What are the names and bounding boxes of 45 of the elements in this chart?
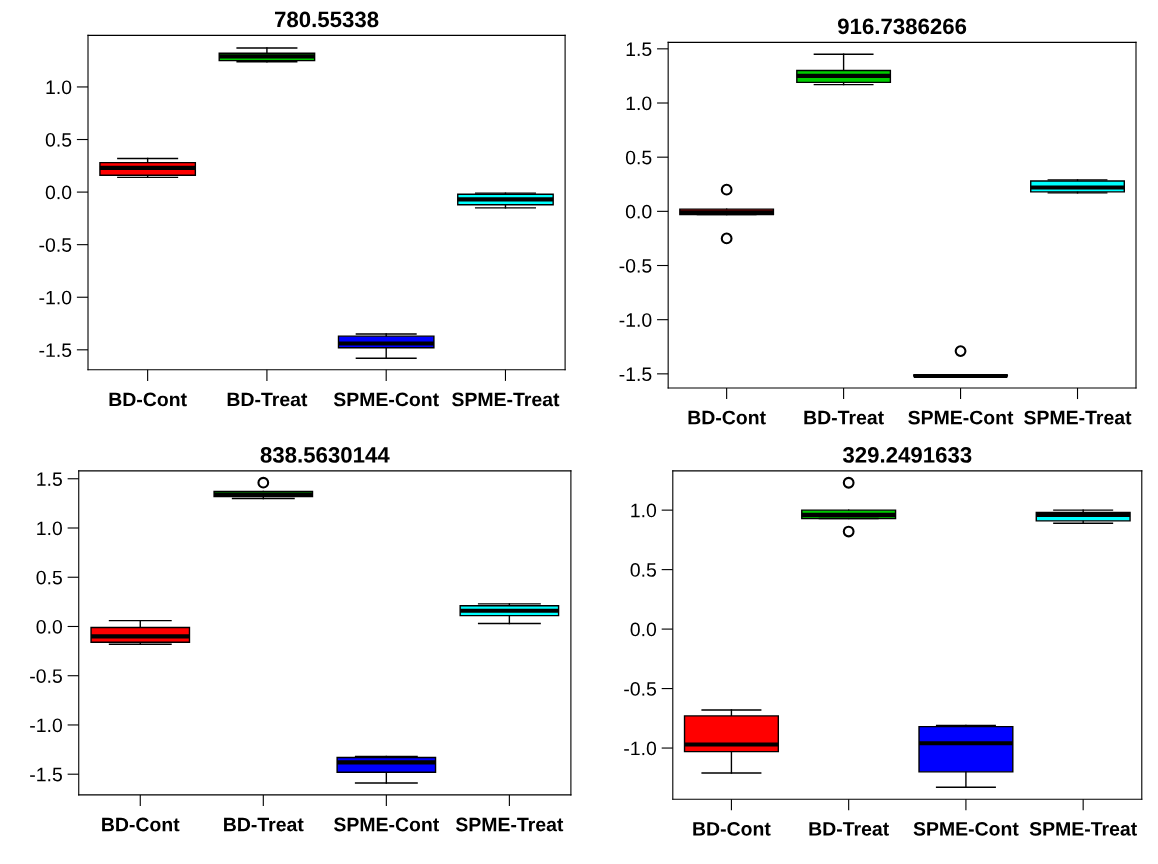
y-tick-label: -1.0 (624, 741, 657, 756)
y-tick-label: 0.5 (36, 570, 62, 585)
y-tick-label: -1.0 (619, 313, 652, 327)
chart-title: 780.55338 (274, 11, 379, 28)
x-tick-label: BD-Cont (109, 392, 187, 407)
y-tick-label: 1.5 (37, 472, 62, 486)
x-tick-label: SPME-Cont (908, 410, 1014, 425)
x-tick-label: SPME-Treat (455, 817, 564, 832)
y-tick-label: 0.0 (630, 622, 657, 637)
y-tick-label: -1.5 (30, 767, 62, 782)
y-tick-label: -0.5 (619, 258, 652, 273)
y-tick-label: -1.0 (30, 718, 63, 733)
y-tick-label: 0.5 (45, 132, 72, 147)
y-tick-label: -0.5 (624, 682, 657, 696)
x-tick-label: BD-Cont (688, 410, 766, 425)
chart-title: 916.7386266 (837, 18, 967, 35)
y-tick-label: -0.5 (30, 669, 62, 683)
y-tick-label: 1.0 (37, 521, 63, 536)
chart-title: 838.5630144 (260, 447, 390, 463)
x-tick-label: BD-Treat (224, 817, 304, 832)
x-tick-label: BD-Treat (809, 822, 889, 836)
y-tick-label: 0.0 (36, 619, 63, 634)
x-tick-label: BD-Cont (693, 821, 771, 836)
y-tick-label: 0.5 (630, 563, 657, 577)
x-tick-label: SPME-Cont (913, 821, 1019, 836)
y-tick-label: -1.5 (39, 343, 72, 358)
x-tick-label: BD-Cont (102, 817, 180, 832)
y-tick-label: 0.5 (625, 150, 652, 165)
x-tick-label: SPME-Cont (333, 392, 439, 407)
y-tick-label: 1.0 (46, 80, 72, 95)
y-tick-label: 0.0 (625, 204, 652, 219)
y-tick-label: -0.5 (39, 238, 72, 252)
x-tick-label: SPME-Treat (1024, 410, 1132, 425)
y-tick-label: 1.0 (626, 96, 652, 111)
y-tick-label: 1.5 (626, 42, 652, 57)
x-tick-label: SPME-Treat (452, 392, 560, 407)
y-tick-label: -1.5 (619, 367, 652, 382)
x-tick-label: BD-Treat (804, 410, 884, 425)
x-tick-label: SPME-Treat (1029, 821, 1137, 836)
x-tick-label: SPME-Cont (333, 817, 440, 832)
y-tick-label: -1.0 (39, 290, 72, 305)
chart-title: 329.2491633 (842, 447, 972, 463)
x-tick-label: BD-Treat (227, 392, 308, 407)
y-tick-label: 0.0 (45, 185, 72, 200)
y-tick-label: 1.0 (631, 503, 657, 518)
